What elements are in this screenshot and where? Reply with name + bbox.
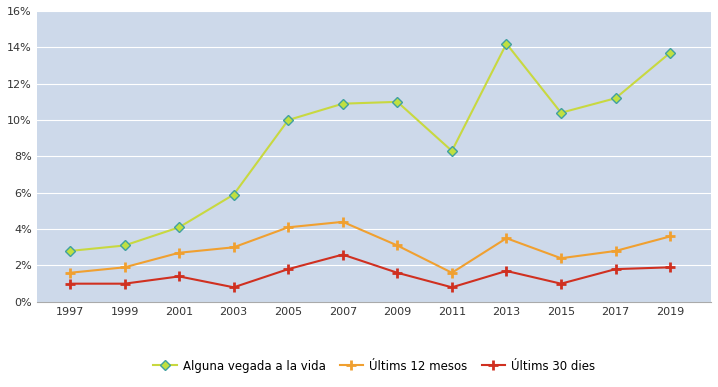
- Alguna vegada a la vida: [229, 192, 238, 197]
- Alguna vegada a la vida: [502, 41, 510, 46]
- Últims 30 dies: [120, 281, 129, 286]
- Últims 12 mesos: [174, 250, 183, 255]
- Alguna vegada a la vida: [556, 110, 565, 115]
- Últims 12 mesos: [120, 265, 129, 270]
- Alguna vegada a la vida: [120, 243, 129, 248]
- Line: Alguna vegada a la vida: Alguna vegada a la vida: [67, 40, 673, 254]
- Últims 12 mesos: [611, 248, 620, 253]
- Últims 30 dies: [447, 285, 456, 289]
- Últims 12 mesos: [666, 234, 674, 239]
- Últims 30 dies: [556, 281, 565, 286]
- Últims 12 mesos: [284, 225, 292, 229]
- Alguna vegada a la vida: [393, 99, 401, 104]
- Últims 12 mesos: [556, 256, 565, 260]
- Últims 30 dies: [666, 265, 674, 270]
- Últims 12 mesos: [65, 271, 74, 275]
- Últims 12 mesos: [338, 219, 347, 224]
- Alguna vegada a la vida: [611, 96, 620, 101]
- Últims 12 mesos: [447, 271, 456, 275]
- Últims 12 mesos: [502, 236, 510, 241]
- Últims 30 dies: [502, 269, 510, 273]
- Últims 30 dies: [65, 281, 74, 286]
- Últims 30 dies: [174, 274, 183, 279]
- Legend: Alguna vegada a la vida, Últims 12 mesos, Últims 30 dies: Alguna vegada a la vida, Últims 12 mesos…: [149, 355, 600, 377]
- Últims 30 dies: [284, 267, 292, 271]
- Alguna vegada a la vida: [447, 149, 456, 153]
- Line: Últims 12 mesos: Últims 12 mesos: [65, 217, 675, 277]
- Alguna vegada a la vida: [284, 118, 292, 122]
- Últims 30 dies: [229, 285, 238, 289]
- Últims 30 dies: [338, 252, 347, 257]
- Últims 12 mesos: [229, 245, 238, 250]
- Alguna vegada a la vida: [338, 101, 347, 106]
- Últims 12 mesos: [393, 243, 401, 248]
- Line: Últims 30 dies: Últims 30 dies: [65, 250, 675, 292]
- Alguna vegada a la vida: [65, 248, 74, 253]
- Últims 30 dies: [393, 271, 401, 275]
- Alguna vegada a la vida: [666, 50, 674, 55]
- Últims 30 dies: [611, 267, 620, 271]
- Alguna vegada a la vida: [174, 225, 183, 229]
